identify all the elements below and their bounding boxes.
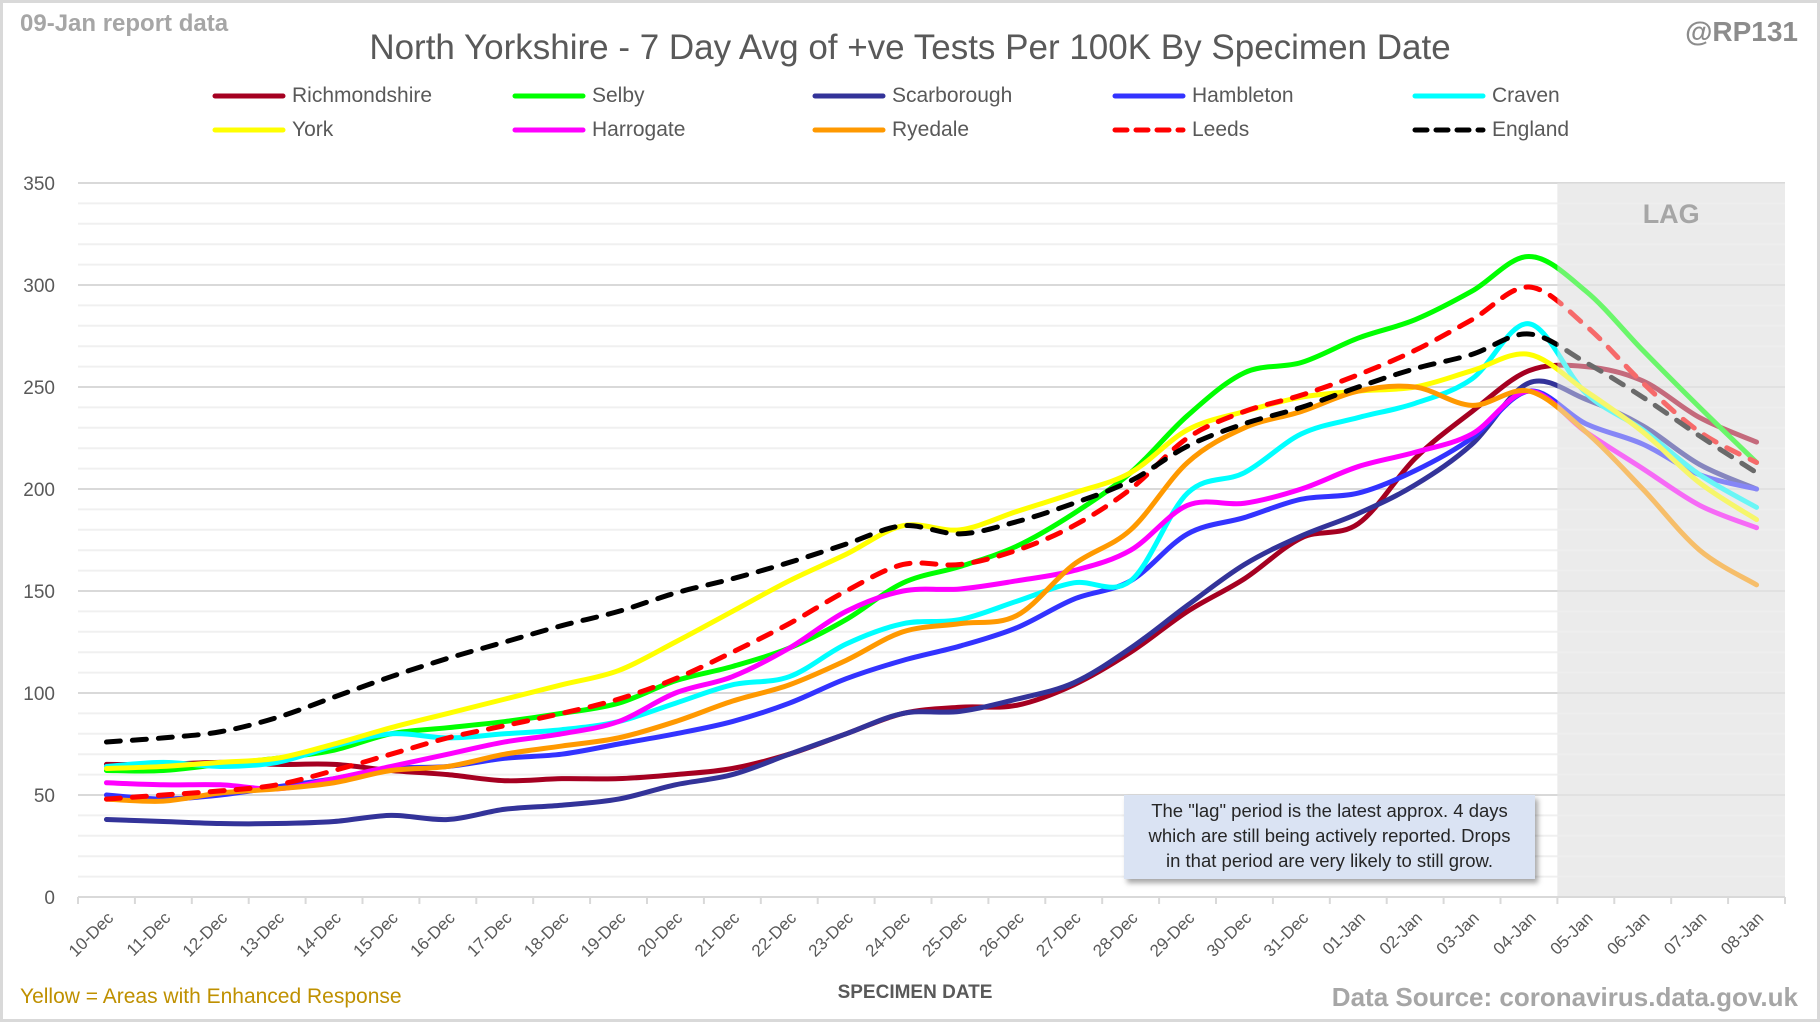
- x-tick-label: 06-Jan: [1603, 908, 1653, 958]
- x-tick-label: 01-Jan: [1319, 908, 1369, 958]
- legend-swatch: [512, 93, 586, 99]
- x-tick-label: 25-Dec: [919, 908, 972, 961]
- y-tick-label: 50: [34, 786, 55, 807]
- series-line-harrogate: [103, 388, 1760, 792]
- x-tick-label: 15-Dec: [350, 908, 403, 961]
- legend-label: Hambleton: [1192, 84, 1294, 107]
- report-date: 09-Jan report data: [20, 10, 229, 37]
- series-line-leeds: [103, 284, 1760, 802]
- x-tick-label: 08-Jan: [1717, 908, 1767, 958]
- legend-label: York: [292, 118, 334, 141]
- y-tick-label: 300: [23, 276, 55, 297]
- y-tick-label: 150: [23, 582, 55, 603]
- legend-swatch: [812, 93, 886, 99]
- series-line-york: [103, 351, 1760, 771]
- x-tick-label: 22-Dec: [748, 908, 801, 961]
- legend-item: Hambleton: [1112, 81, 1294, 111]
- x-axis-title: SPECIMEN DATE: [837, 982, 993, 1003]
- x-tick-label: 02-Jan: [1376, 908, 1426, 958]
- legend-label: Richmondshire: [292, 84, 433, 107]
- legend-label: Selby: [592, 84, 645, 107]
- legend-item: Selby: [512, 81, 645, 111]
- author-handle: @RP131: [1685, 16, 1798, 47]
- legend-label: Scarborough: [892, 84, 1013, 107]
- x-tick-label: 21-Dec: [691, 908, 744, 961]
- x-tick-label: 13-Dec: [236, 908, 289, 961]
- legend-swatch: [1412, 127, 1486, 133]
- legend-swatch: [212, 127, 286, 133]
- series-line-craven: [103, 321, 1760, 769]
- legend-swatch: [812, 127, 886, 133]
- x-tick-label: 14-Dec: [293, 908, 346, 961]
- x-tick-label: 16-Dec: [406, 908, 459, 961]
- x-tick-label: 24-Dec: [862, 908, 915, 961]
- y-tick-label: 100: [23, 684, 55, 705]
- x-tick-label: 26-Dec: [975, 908, 1028, 961]
- legend-item: York: [212, 115, 333, 145]
- legend-item: Craven: [1412, 81, 1560, 111]
- enhanced-response-note: Yellow = Areas with Enhanced Response: [20, 985, 402, 1008]
- legend-item: Richmondshire: [212, 81, 432, 111]
- legend-label: Craven: [1492, 84, 1560, 107]
- x-tick-label: 11-Dec: [123, 908, 175, 960]
- legend-item: Scarborough: [812, 81, 1012, 111]
- x-tick-label: 12-Dec: [179, 908, 232, 961]
- data-source: Data Source: coronavirus.data.gov.uk: [1331, 982, 1798, 1012]
- legend-item: Ryedale: [812, 115, 969, 145]
- x-tick-label: 27-Dec: [1032, 908, 1085, 961]
- annotation-line: The "lag" period is the latest approx. 4…: [1151, 800, 1508, 821]
- lag-region: [1557, 183, 1785, 897]
- lag-annotation: The "lag" period is the latest approx. 4…: [1124, 795, 1535, 879]
- x-tick-label: 19-Dec: [577, 908, 630, 961]
- x-tick-label: 18-Dec: [520, 908, 573, 961]
- annotation-line: in that period are very likely to still …: [1166, 850, 1493, 871]
- legend-swatch: [212, 93, 286, 99]
- x-tick-label: 28-Dec: [1089, 908, 1142, 961]
- legend-item: Leeds: [1112, 115, 1249, 145]
- series-lines: [103, 253, 1760, 827]
- x-tick-label: 07-Jan: [1660, 908, 1710, 958]
- legend-swatch: [1112, 93, 1186, 99]
- legend-label: Ryedale: [892, 118, 970, 141]
- x-tick-label: 23-Dec: [805, 908, 858, 961]
- series-line-england: [103, 331, 1760, 745]
- legend-item: England: [1412, 115, 1569, 145]
- legend: Richmondshire Selby Scarborough Hambleton Cr…: [212, 84, 1772, 162]
- x-tick-label: 29-Dec: [1146, 908, 1199, 961]
- series-line-ryedale: [103, 383, 1760, 804]
- x-tick-label: 03-Jan: [1433, 908, 1483, 958]
- annotation-line: which are still being actively reported.…: [1148, 825, 1511, 846]
- legend-label: Harrogate: [592, 118, 686, 141]
- x-tick-label: 31-Dec: [1260, 908, 1313, 961]
- y-tick-label: 250: [23, 378, 55, 399]
- x-tick-label: 30-Dec: [1203, 908, 1256, 961]
- legend-item: Harrogate: [512, 115, 685, 145]
- x-tick-label: 05-Jan: [1546, 908, 1596, 958]
- legend-label: Leeds: [1192, 118, 1250, 141]
- x-tick-label: 20-Dec: [634, 908, 687, 961]
- chart-title: North Yorkshire - 7 Day Avg of +ve Tests…: [369, 28, 1451, 67]
- y-tick-label: 200: [23, 480, 55, 501]
- y-tick-label: 350: [23, 174, 55, 195]
- x-tick-label: 17-Dec: [463, 908, 516, 961]
- y-tick-label: 0: [44, 888, 55, 909]
- legend-swatch: [512, 127, 586, 133]
- gridlines: [78, 182, 1785, 897]
- x-tick-label: 10-Dec: [65, 908, 118, 961]
- x-tick-label: 04-Jan: [1490, 908, 1540, 958]
- legend-swatch: [1412, 93, 1486, 99]
- lag-label: LAG: [1643, 199, 1700, 229]
- legend-swatch: [1112, 127, 1186, 133]
- legend-label: England: [1492, 118, 1570, 141]
